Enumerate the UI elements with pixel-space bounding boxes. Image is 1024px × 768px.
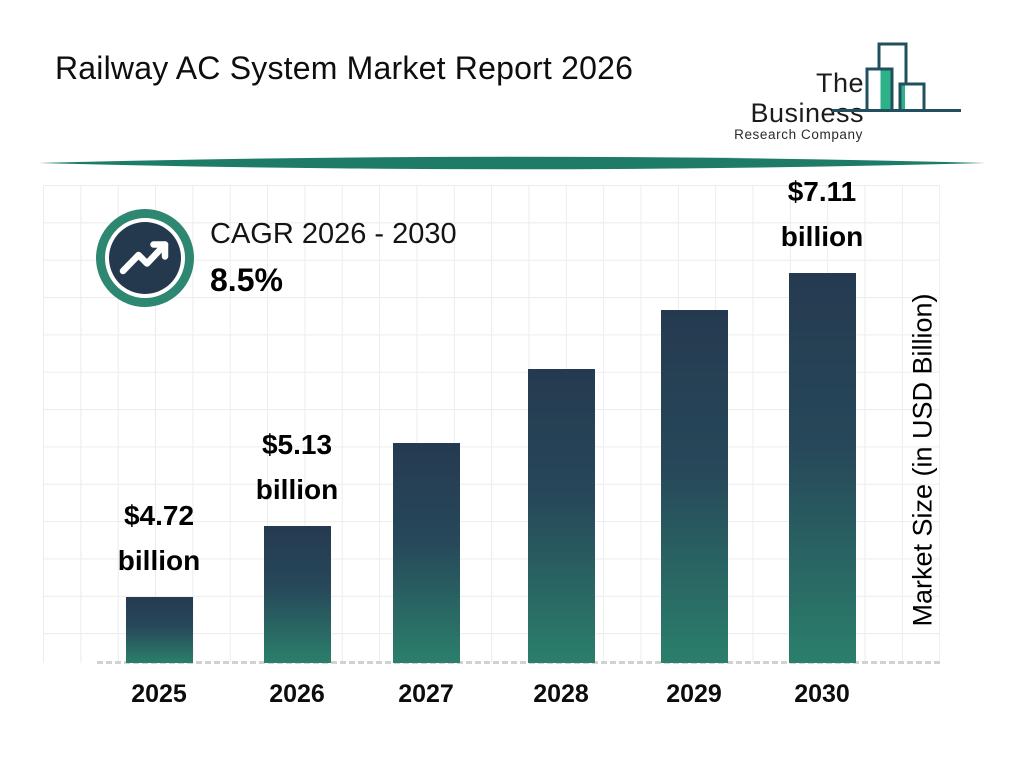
bar-2027: [392, 443, 460, 663]
x-axis-label-2026: 2026: [269, 680, 325, 708]
divider-lens: [38, 156, 986, 170]
bar-2028: [527, 369, 595, 663]
value-label-2030: $7.11 billion: [780, 176, 864, 252]
bar-chart-logo-icon: [832, 42, 961, 112]
cagr-value: 8.5%: [210, 262, 283, 298]
bar-2025: [125, 597, 193, 663]
x-axis-label-2028: 2028: [533, 680, 589, 708]
bar-2029: [660, 310, 728, 663]
trending-up-icon: [96, 209, 194, 307]
x-axis-baseline: [97, 661, 940, 664]
cagr-badge: [96, 209, 194, 307]
bar-2026: [263, 526, 331, 663]
brand-name: The Business: [750, 68, 864, 128]
x-axis-label-2029: 2029: [666, 680, 722, 708]
page-title: Railway AC System Market Report 2026: [55, 50, 634, 86]
brand-wordmark: The Business Research Company: [698, 68, 864, 142]
x-axis-label-2027: 2027: [398, 680, 454, 708]
x-axis-label-2030: 2030: [794, 680, 850, 708]
bar-2030: [788, 273, 856, 663]
x-axis-label-2025: 2025: [131, 680, 187, 708]
cagr-label: CAGR 2026 - 2030: [210, 218, 457, 250]
value-label-2026: $5.13 billion: [255, 429, 339, 505]
value-label-2025: $4.72 billion: [117, 500, 201, 576]
brand-subtitle: Research Company: [734, 127, 863, 142]
y-axis-title: Market Size (in USD Billion): [907, 293, 938, 627]
